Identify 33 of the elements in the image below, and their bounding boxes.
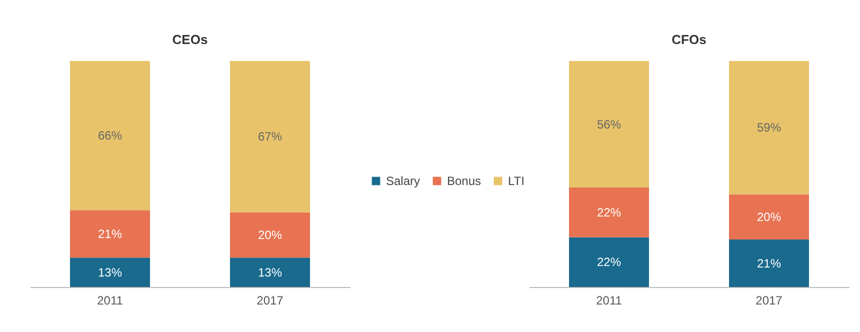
data-label: 21% xyxy=(98,226,122,241)
data-label: 21% xyxy=(756,256,782,270)
bar xyxy=(569,188,649,238)
data-label: 67% xyxy=(258,130,282,144)
data-label: 22% xyxy=(596,205,622,220)
legend-label: Bonus xyxy=(447,174,482,188)
bar xyxy=(569,61,649,188)
x-tick-label: 2011 xyxy=(97,294,124,308)
bar xyxy=(70,210,150,258)
data-label: 20% xyxy=(258,228,282,242)
bar xyxy=(230,212,310,258)
x-tick-label: 2017 xyxy=(756,294,783,308)
chart-title: CFOs xyxy=(672,32,706,47)
bar xyxy=(729,61,809,194)
data-label: 13% xyxy=(258,265,282,280)
chart-title: CEOs xyxy=(172,32,208,47)
bar xyxy=(70,61,150,210)
data-label: 66% xyxy=(98,128,122,143)
bar xyxy=(70,258,150,287)
bar xyxy=(230,258,310,287)
data-label: 56% xyxy=(596,117,622,132)
legend-label: LTI xyxy=(508,174,524,188)
data-label: 22% xyxy=(596,255,622,270)
x-tick-label: 2017 xyxy=(256,294,284,308)
bar xyxy=(569,237,649,287)
bar xyxy=(230,61,310,212)
data-label: 20% xyxy=(756,210,782,224)
data-label: 59% xyxy=(756,120,782,135)
data-label: 13% xyxy=(98,265,122,280)
legend-label: Salary xyxy=(386,174,420,188)
bar xyxy=(729,240,809,287)
x-tick-label: 2011 xyxy=(596,294,622,308)
bar xyxy=(729,194,809,240)
